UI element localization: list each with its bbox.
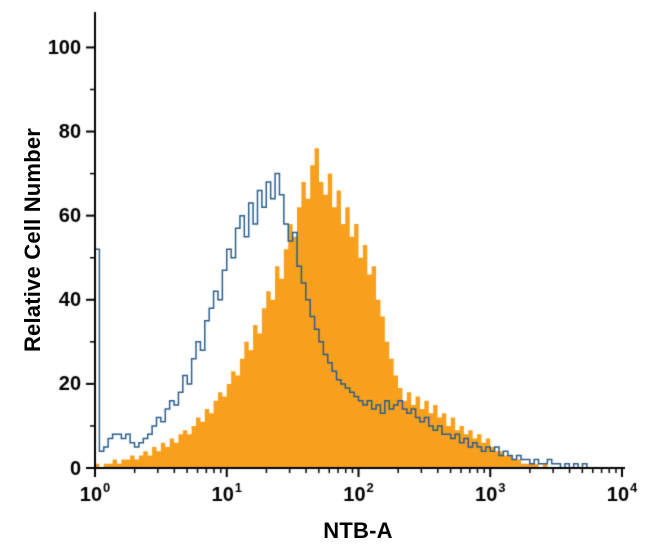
x-axis-label: NTB-A bbox=[323, 518, 393, 543]
y-axis-label: Relative Cell Number bbox=[20, 127, 45, 353]
